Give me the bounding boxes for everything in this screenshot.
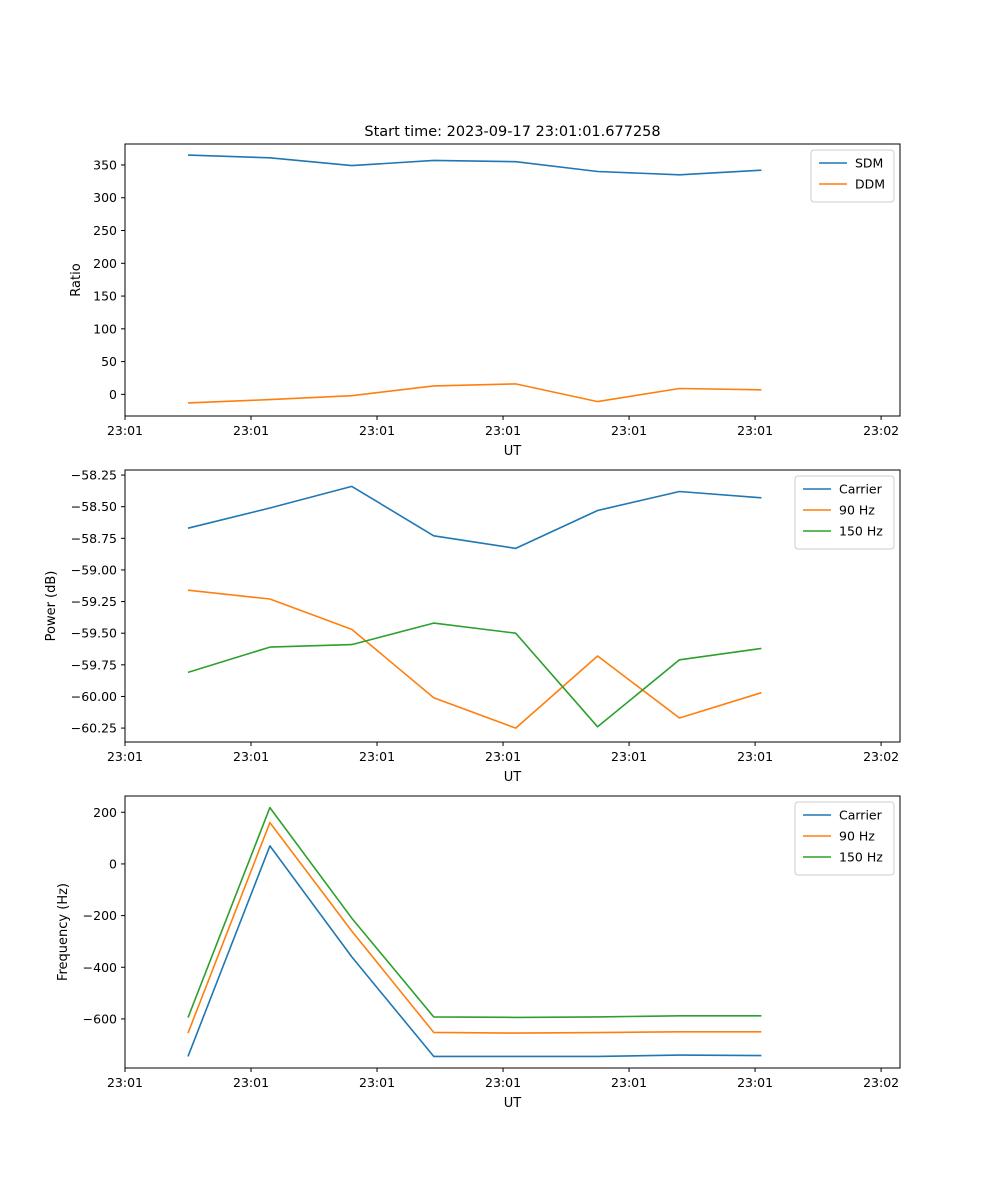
x-tick-label: 23:02 [863,423,899,438]
chart-title: Start time: 2023-09-17 23:01:01.677258 [364,124,660,140]
x-tick-label: 23:01 [359,423,395,438]
y-tick-label: −200 [83,908,117,923]
series-line-ddm [187,383,762,404]
y-tick-label: 0 [109,387,117,402]
legend-label: 150 Hz [839,850,883,865]
legend-label: 90 Hz [839,829,875,844]
x-axis-label: UT [504,1096,522,1111]
legend-label: Carrier [839,482,883,497]
y-tick-label: −59.00 [71,562,117,577]
axes-frame [124,469,901,743]
subplot-3: 23:01 23:01 23:01 23:01 23:01 23:01 23:02 UT 200… [56,795,901,1111]
x-axis-label: UT [504,770,522,785]
y-tick-label: −400 [83,960,117,975]
y-tick-label: 200 [93,256,117,271]
series-line-sdm [187,154,762,176]
x-tick-label: 23:01 [107,423,143,438]
legend: SDM DDM [810,149,895,203]
legend-label: Carrier [839,808,883,823]
series-line-carrier [187,845,762,1058]
y-tick-label: −60.25 [71,721,117,736]
legend-label: 150 Hz [839,524,883,539]
legend-label: SDM [855,156,883,171]
y-tick-label: −59.75 [71,657,117,672]
x-tick-label: 23:01 [359,1075,395,1090]
y-tick-label: −58.25 [71,468,117,483]
y-tick-label: −60.00 [71,689,117,704]
y-axis-label: Frequency (Hz) [56,883,71,981]
x-tick-label: 23:01 [107,1075,143,1090]
legend: Carrier 90 Hz 150 Hz [794,475,895,550]
x-tick-label: 23:01 [737,423,773,438]
x-tick-label: 23:02 [863,1075,899,1090]
y-tick-label: 300 [93,190,117,205]
x-tick-label: 23:02 [863,749,899,764]
y-tick-label: −58.50 [71,499,117,514]
x-tick-label: 23:01 [611,749,647,764]
y-tick-label: 350 [93,157,117,172]
y-tick-label: 200 [93,805,117,820]
legend-label: 90 Hz [839,503,875,518]
x-tick-label: 23:01 [485,1075,521,1090]
x-axis-label: UT [504,444,522,459]
y-tick-label: 250 [93,223,117,238]
x-tick-label: 23:01 [233,423,269,438]
x-tick-label: 23:01 [107,749,143,764]
x-tick-label: 23:01 [737,1075,773,1090]
x-tick-label: 23:01 [737,749,773,764]
y-tick-label: 0 [109,856,117,871]
y-tick-label: 50 [101,354,117,369]
series-line-90-hz [187,589,762,729]
legend: Carrier 90 Hz 150 Hz [794,801,895,876]
series-line-carrier [187,485,762,550]
series-line-150-hz [187,622,762,728]
x-tick-label: 23:01 [359,749,395,764]
y-tick-label: −600 [83,1011,117,1026]
x-tick-label: 23:01 [485,749,521,764]
y-tick-label: −58.75 [71,531,117,546]
y-tick-label: 150 [93,289,117,304]
y-axis-label: Power (dB) [44,571,59,642]
x-tick-label: 23:01 [485,423,521,438]
subplot-2: 23:01 23:01 23:01 23:01 23:01 23:01 23:02 UT −58… [44,468,901,785]
legend-label: DDM [855,177,885,192]
y-tick-label: 100 [93,321,117,336]
y-tick-label: −59.50 [71,626,117,641]
y-axis-label: Ratio [69,263,84,296]
series-line-90-hz [187,821,762,1034]
axes-frame [124,143,901,417]
y-tick-label: −59.25 [71,594,117,609]
x-tick-label: 23:01 [233,1075,269,1090]
x-tick-label: 23:01 [233,749,269,764]
axes-frame [124,795,901,1069]
x-tick-label: 23:01 [611,423,647,438]
x-tick-label: 23:01 [611,1075,647,1090]
series-line-150-hz [187,806,762,1019]
subplot-1: Start time: 2023-09-17 23:01:01.677258 23… [69,124,901,459]
